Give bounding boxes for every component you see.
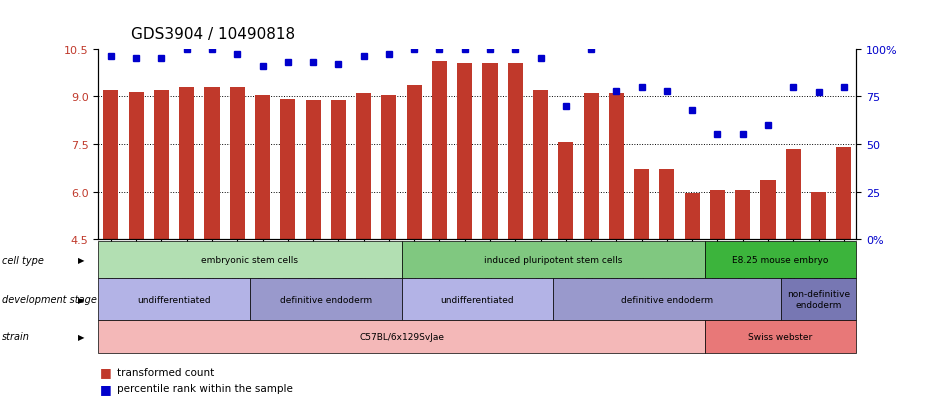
Bar bbox=[634, 170, 650, 240]
Text: embryonic stem cells: embryonic stem cells bbox=[201, 256, 299, 265]
Text: undifferentiated: undifferentiated bbox=[441, 295, 514, 304]
Text: transformed count: transformed count bbox=[117, 367, 214, 377]
Text: C57BL/6x129SvJae: C57BL/6x129SvJae bbox=[359, 332, 444, 341]
Text: strain: strain bbox=[2, 332, 30, 342]
Bar bbox=[836, 148, 852, 240]
Text: ▶: ▶ bbox=[78, 295, 84, 304]
Bar bbox=[128, 93, 144, 240]
Bar bbox=[305, 101, 321, 240]
Bar bbox=[280, 100, 296, 240]
Bar bbox=[229, 88, 245, 240]
Bar bbox=[785, 150, 801, 240]
Bar bbox=[330, 101, 346, 240]
Text: GDS3904 / 10490818: GDS3904 / 10490818 bbox=[131, 27, 295, 42]
Bar bbox=[103, 91, 119, 240]
Bar bbox=[811, 192, 826, 240]
Text: cell type: cell type bbox=[2, 255, 44, 265]
Bar bbox=[457, 64, 473, 240]
Text: induced pluripotent stem cells: induced pluripotent stem cells bbox=[484, 256, 622, 265]
Bar bbox=[381, 95, 397, 240]
Bar bbox=[558, 143, 574, 240]
Bar bbox=[709, 190, 725, 240]
Text: undifferentiated: undifferentiated bbox=[138, 295, 211, 304]
Bar bbox=[608, 94, 624, 240]
Bar bbox=[154, 91, 169, 240]
Bar bbox=[684, 194, 700, 240]
Bar bbox=[760, 181, 776, 240]
Bar bbox=[356, 94, 372, 240]
Bar bbox=[482, 64, 498, 240]
Bar bbox=[179, 88, 195, 240]
Bar bbox=[255, 95, 271, 240]
Bar bbox=[204, 88, 220, 240]
Text: ▶: ▶ bbox=[78, 332, 84, 341]
Text: ■: ■ bbox=[100, 365, 112, 378]
Text: non-definitive
endoderm: non-definitive endoderm bbox=[787, 290, 850, 309]
Bar bbox=[533, 91, 548, 240]
Text: percentile rank within the sample: percentile rank within the sample bbox=[117, 383, 293, 393]
Bar bbox=[406, 86, 422, 240]
Text: ▶: ▶ bbox=[78, 256, 84, 265]
Text: definitive endoderm: definitive endoderm bbox=[280, 295, 372, 304]
Text: E8.25 mouse embryo: E8.25 mouse embryo bbox=[733, 256, 828, 265]
Text: Swiss webster: Swiss webster bbox=[749, 332, 812, 341]
Bar bbox=[583, 94, 599, 240]
Bar bbox=[507, 64, 523, 240]
Bar bbox=[735, 190, 751, 240]
Text: development stage: development stage bbox=[2, 294, 96, 304]
Bar bbox=[659, 170, 675, 240]
Text: definitive endoderm: definitive endoderm bbox=[621, 295, 713, 304]
Text: ■: ■ bbox=[100, 382, 112, 395]
Bar bbox=[431, 62, 447, 240]
